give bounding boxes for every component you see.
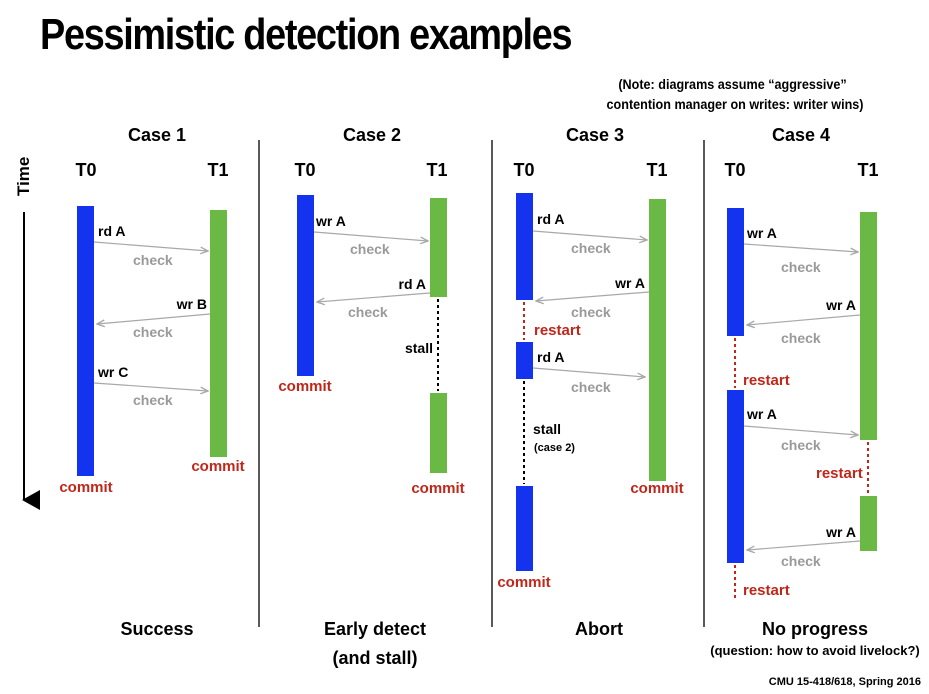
check-label: check xyxy=(781,259,821,275)
op-label: wr A xyxy=(825,297,856,313)
case-title: Case 1 xyxy=(128,125,186,145)
stall-label: stall xyxy=(533,421,561,437)
commit-label: commit xyxy=(630,480,683,497)
op-label: rd A xyxy=(537,349,564,365)
thread-label-t1: T1 xyxy=(646,160,667,180)
commit-label: commit xyxy=(497,574,550,591)
thread-label-t1: T1 xyxy=(207,160,228,180)
case-2: Case 2 T0 T1 wr A check rd A check stall… xyxy=(278,125,464,668)
op-label: wr A xyxy=(746,225,777,241)
time-axis-label: Time xyxy=(14,157,33,196)
check-label: check xyxy=(781,553,821,569)
t1-transaction-bar-resumed xyxy=(430,393,447,473)
t1-transaction-bar xyxy=(210,210,227,457)
check-label: check xyxy=(133,392,173,408)
case-caption: No progress xyxy=(762,619,868,639)
case-4: Case 4 T0 T1 wr A check wr A check resta… xyxy=(710,125,919,658)
commit-label: commit xyxy=(59,479,112,496)
commit-label: commit xyxy=(278,378,331,395)
check-arrow xyxy=(93,241,208,251)
t0-transaction-bar-resumed xyxy=(516,486,533,571)
check-arrow xyxy=(532,230,647,240)
t1-transaction-bar xyxy=(430,198,447,297)
op-label: rd A xyxy=(537,211,564,227)
stall-label: stall xyxy=(405,340,433,356)
op-label: rd A xyxy=(98,223,125,239)
t1-transaction-bar-retry xyxy=(860,496,877,551)
check-label: check xyxy=(350,241,390,257)
check-label: check xyxy=(348,304,388,320)
check-label: check xyxy=(571,379,611,395)
case-caption: Abort xyxy=(575,619,623,639)
check-arrow xyxy=(747,314,861,325)
op-label: wr C xyxy=(97,364,128,380)
check-arrow xyxy=(317,292,431,302)
check-label: check xyxy=(781,330,821,346)
t0-transaction-bar-retry xyxy=(727,390,744,563)
page-title: Pessimistic detection examples xyxy=(40,10,573,59)
t1-transaction-bar xyxy=(860,212,877,440)
check-label: check xyxy=(133,252,173,268)
restart-label: restart xyxy=(534,322,581,339)
check-label: check xyxy=(781,437,821,453)
check-label: check xyxy=(571,304,611,320)
case-title: Case 4 xyxy=(772,125,830,145)
check-arrow xyxy=(97,313,211,324)
t1-transaction-bar xyxy=(649,199,666,481)
restart-label: restart xyxy=(743,372,790,389)
commit-label: commit xyxy=(411,480,464,497)
check-arrow xyxy=(313,231,428,241)
check-arrow xyxy=(532,367,645,377)
t0-transaction-bar-retry xyxy=(516,342,533,379)
op-label: rd A xyxy=(399,276,426,292)
case-caption: Early detect xyxy=(324,619,426,639)
check-arrow xyxy=(747,540,861,550)
footer-credit: CMU 15-418/618, Spring 2016 xyxy=(768,676,921,688)
check-arrow xyxy=(743,243,858,252)
op-label: wr A xyxy=(825,524,856,540)
note-line-1: (Note: diagrams assume “aggressive” xyxy=(618,76,847,92)
check-arrow xyxy=(536,291,650,301)
check-label: check xyxy=(571,240,611,256)
op-label: wr A xyxy=(315,213,346,229)
op-label: wr A xyxy=(614,275,645,291)
stall-note: (case 2) xyxy=(534,442,575,454)
restart-label: restart xyxy=(816,465,863,482)
op-label: wr A xyxy=(746,406,777,422)
op-label: wr B xyxy=(176,296,207,312)
note-line-2: contention manager on writes: writer win… xyxy=(606,96,863,112)
case-caption: Success xyxy=(120,619,193,639)
thread-label-t0: T0 xyxy=(75,160,96,180)
thread-label-t0: T0 xyxy=(513,160,534,180)
check-label: check xyxy=(133,324,173,340)
thread-label-t0: T0 xyxy=(724,160,745,180)
restart-label: restart xyxy=(743,582,790,599)
commit-label: commit xyxy=(191,458,244,475)
case-caption-sub: (and stall) xyxy=(332,648,417,668)
case-title: Case 3 xyxy=(566,125,624,145)
case-3: Case 3 T0 T1 rd A check wr A check resta… xyxy=(497,125,683,639)
check-arrow xyxy=(743,425,858,435)
t0-transaction-bar xyxy=(727,208,744,336)
t0-transaction-bar xyxy=(77,206,94,476)
case-title: Case 2 xyxy=(343,125,401,145)
thread-label-t1: T1 xyxy=(426,160,447,180)
check-arrow xyxy=(93,382,208,391)
t0-transaction-bar xyxy=(297,195,314,376)
t0-transaction-bar xyxy=(516,193,533,300)
thread-label-t0: T0 xyxy=(294,160,315,180)
thread-label-t1: T1 xyxy=(857,160,878,180)
case-1: Case 1 T0 T1 rd A check wr B check wr C … xyxy=(59,125,244,639)
case-caption-sub: (question: how to avoid livelock?) xyxy=(710,643,919,658)
